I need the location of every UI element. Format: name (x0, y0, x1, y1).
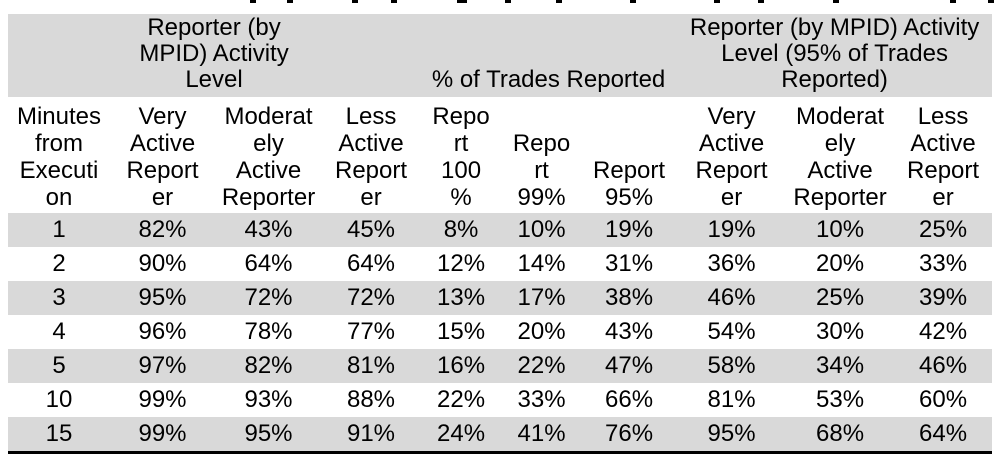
data-cell: 46% (677, 281, 787, 315)
data-cell: 95% (677, 417, 787, 453)
data-cell: 16% (420, 349, 503, 383)
data-cell: 42% (894, 315, 993, 349)
data-cell: 22% (420, 383, 503, 417)
data-cell: 17% (502, 281, 582, 315)
data-cell: 39% (894, 281, 993, 315)
col-header-less-active-reporter: Less Active Report er (322, 97, 421, 213)
data-cell: 36% (677, 247, 787, 281)
data-cell: 43% (581, 315, 678, 349)
data-cell: 93% (215, 383, 322, 417)
data-cell: 12% (420, 247, 503, 281)
data-cell: 10% (786, 213, 895, 247)
data-cell: 72% (322, 281, 421, 315)
group-header-row: Reporter (by MPID) Activity Level % of T… (8, 14, 993, 97)
table-row: 2 90% 64% 64% 12% 14% 31% 36% 20% 33% (8, 247, 993, 281)
data-cell: 77% (322, 315, 421, 349)
data-cell: 14% (502, 247, 582, 281)
col-header-moderately-active-reporter-95: Moderat ely Active Reporter (786, 97, 895, 213)
data-cell: 38% (581, 281, 678, 315)
data-cell: 95% (215, 417, 322, 453)
col-header-very-active-reporter-95: Very Active Report er (677, 97, 787, 213)
table-row: 15 99% 95% 91% 24% 41% 76% 95% 68% 64% (8, 417, 993, 453)
col-header-report-95: Report 95% (581, 97, 678, 213)
data-cell: 31% (581, 247, 678, 281)
data-cell: 82% (215, 349, 322, 383)
group-header-activity-level-95: Reporter (by MPID) Activity Level (95% o… (677, 14, 993, 97)
data-cell: 19% (677, 213, 787, 247)
data-cell: 41% (502, 417, 582, 453)
data-cell: 60% (894, 383, 993, 417)
data-cell: 8% (420, 213, 503, 247)
data-cell: 90% (110, 247, 215, 281)
cell-minutes: 3 (8, 281, 110, 315)
data-cell: 58% (677, 349, 787, 383)
cell-minutes: 10 (8, 383, 110, 417)
data-cell: 33% (894, 247, 993, 281)
data-cell: 24% (420, 417, 503, 453)
cell-minutes: 1 (8, 213, 110, 247)
data-cell: 43% (215, 213, 322, 247)
col-header-very-active-reporter: Very Active Report er (110, 97, 215, 213)
data-cell: 25% (786, 281, 895, 315)
cell-minutes: 2 (8, 247, 110, 281)
data-cell: 66% (581, 383, 678, 417)
data-cell: 91% (322, 417, 421, 453)
data-cell: 76% (581, 417, 678, 453)
cropped-text-fragments (0, 0, 1001, 5)
data-cell: 81% (322, 349, 421, 383)
data-cell: 47% (581, 349, 678, 383)
data-cell: 20% (786, 247, 895, 281)
data-cell: 30% (786, 315, 895, 349)
data-cell: 46% (894, 349, 993, 383)
cell-minutes: 4 (8, 315, 110, 349)
data-cell: 68% (786, 417, 895, 453)
data-cell: 13% (420, 281, 503, 315)
col-header-less-active-reporter-95: Less Active Report er (894, 97, 993, 213)
data-cell: 99% (110, 417, 215, 453)
data-cell: 78% (215, 315, 322, 349)
data-cell: 54% (677, 315, 787, 349)
data-cell: 96% (110, 315, 215, 349)
cell-minutes: 15 (8, 417, 110, 453)
data-cell: 45% (322, 213, 421, 247)
table-row: 4 96% 78% 77% 15% 20% 43% 54% 30% 42% (8, 315, 993, 349)
col-header-report-99: Repo rt 99% (502, 97, 582, 213)
table-row: 1 82% 43% 45% 8% 10% 19% 19% 10% 25% (8, 213, 993, 247)
group-header-activity-level: Reporter (by MPID) Activity Level (8, 14, 421, 97)
data-cell: 22% (502, 349, 582, 383)
data-cell: 82% (110, 213, 215, 247)
table-row: 10 99% 93% 88% 22% 33% 66% 81% 53% 60% (8, 383, 993, 417)
data-cell: 53% (786, 383, 895, 417)
data-cell: 88% (322, 383, 421, 417)
col-header-minutes-from-execution: Minutes from Executi on (8, 97, 110, 213)
col-header-report-100: Repo rt 100 % (420, 97, 503, 213)
reporting-statistics-table: Reporter (by MPID) Activity Level % of T… (8, 14, 993, 454)
data-cell: 19% (581, 213, 678, 247)
data-cell: 64% (894, 417, 993, 453)
data-cell: 81% (677, 383, 787, 417)
data-cell: 25% (894, 213, 993, 247)
data-cell: 97% (110, 349, 215, 383)
group-header-pct-trades-reported: % of Trades Reported (420, 14, 678, 97)
data-cell: 34% (786, 349, 895, 383)
data-cell: 72% (215, 281, 322, 315)
table-row: 5 97% 82% 81% 16% 22% 47% 58% 34% 46% (8, 349, 993, 383)
column-header-row: Minutes from Executi on Very Active Repo… (8, 97, 993, 213)
cell-minutes: 5 (8, 349, 110, 383)
data-cell: 64% (322, 247, 421, 281)
data-cell: 20% (502, 315, 582, 349)
data-cell: 33% (502, 383, 582, 417)
table-row: 3 95% 72% 72% 13% 17% 38% 46% 25% 39% (8, 281, 993, 315)
data-cell: 99% (110, 383, 215, 417)
data-cell: 10% (502, 213, 582, 247)
data-cell: 64% (215, 247, 322, 281)
data-cell: 95% (110, 281, 215, 315)
col-header-moderately-active-reporter: Moderat ely Active Reporter (215, 97, 322, 213)
data-cell: 15% (420, 315, 503, 349)
